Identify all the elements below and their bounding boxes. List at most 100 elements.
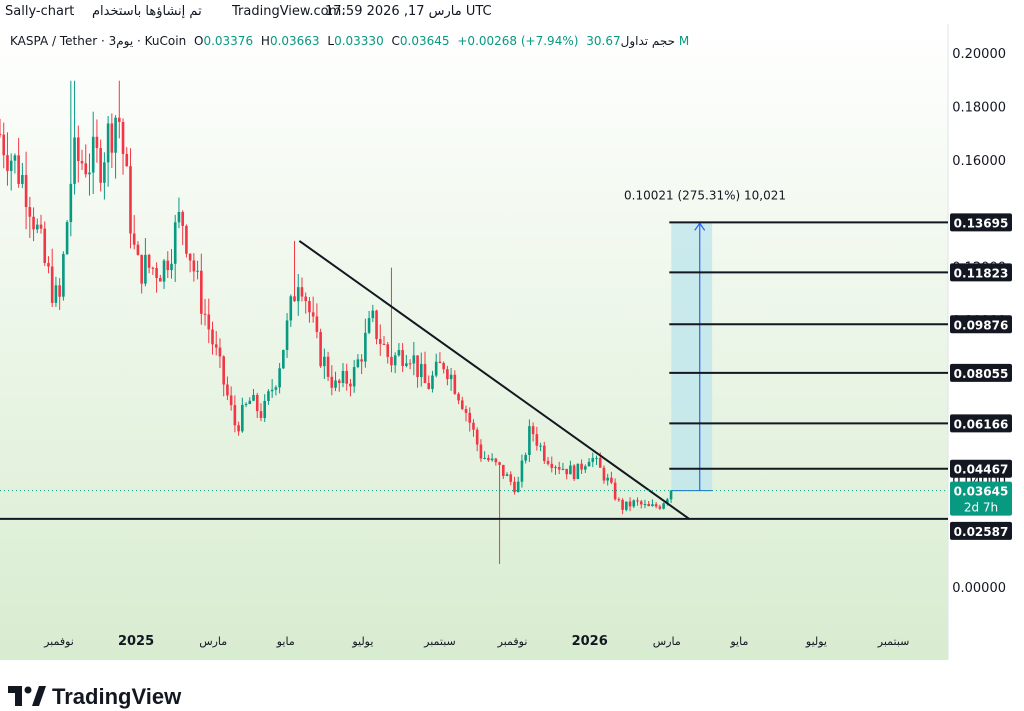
candle-body [419, 363, 423, 378]
candle-body [185, 225, 188, 254]
candle-body [375, 310, 378, 340]
candle-body [639, 501, 643, 505]
candle-body [255, 394, 259, 412]
candle-body [602, 467, 606, 481]
candle-body [658, 506, 662, 509]
candle-body [651, 504, 654, 507]
x-tick-label: مارس [199, 635, 227, 648]
candle-body [233, 405, 237, 426]
measure-label: 0.10021 (275.31%) 10,021 [624, 188, 786, 202]
candle-body [54, 285, 58, 303]
candle-body [401, 350, 404, 366]
candle-body [282, 349, 285, 369]
candle-body [263, 400, 267, 419]
candle-body [173, 222, 177, 264]
chart-canvas[interactable]: 0.10021 (275.31%) 10,021 0.20000 0.18000 0… [0, 24, 1024, 660]
x-tick-label: يوليو [805, 635, 827, 648]
candle-body [438, 361, 442, 364]
tradingview-logo-icon[interactable] [8, 686, 46, 706]
measure-box[interactable] [671, 222, 713, 491]
change-value: +0.00268 (+7.94%) [457, 34, 579, 48]
candle-body [457, 393, 460, 401]
candle-body [490, 458, 494, 461]
candle-body [505, 474, 509, 476]
candle-body [117, 117, 121, 122]
candle-body [21, 175, 24, 184]
candle-body [669, 490, 673, 500]
candle-body [285, 320, 289, 350]
candle-body [543, 445, 546, 462]
close-label: C [391, 34, 400, 48]
candle-body [106, 123, 110, 163]
x-tick-label: مايو [729, 635, 748, 648]
candle-body [345, 370, 349, 384]
candle-body [274, 387, 278, 390]
bar-countdown-label: 2d 7h [964, 501, 998, 515]
candle-body [494, 458, 498, 463]
candle-body [341, 370, 345, 384]
symbol-title[interactable]: KASPA / Tether · 3يوم · KuCoin [10, 34, 187, 48]
candle-body [91, 136, 95, 173]
candle-body [140, 254, 143, 284]
candle-body [423, 363, 427, 384]
candle-body [296, 287, 300, 302]
candle-body [207, 314, 211, 330]
candle-body [386, 344, 390, 357]
candle-body [610, 477, 613, 483]
candle-body [334, 380, 337, 388]
candle-body [524, 454, 527, 461]
candle-body [434, 361, 438, 376]
candle-body [6, 155, 9, 171]
candle-body [501, 464, 505, 476]
candle-body [270, 389, 274, 392]
candle-body [80, 161, 84, 164]
footer-brand[interactable]: TradingView [52, 684, 182, 709]
candle-body [311, 312, 315, 317]
drawing-layer: 0.10021 (275.31%) 10,021 [0, 188, 948, 520]
candle-body [136, 244, 140, 255]
candle-body [550, 463, 554, 468]
candle-body [32, 216, 35, 230]
candle-body [35, 224, 39, 230]
y-tick-label: 0.00000 [952, 581, 1006, 596]
candle-body [218, 347, 222, 357]
candle-body [408, 363, 412, 365]
time-axis: نوفمبر 2025 مارس مايو يوليو سبتمبر نوفمبر 2026 م… [43, 634, 909, 649]
candle-body [591, 458, 595, 462]
low-value: 0.03330 [334, 34, 384, 48]
candle-body [360, 359, 363, 362]
candle-body [99, 148, 102, 183]
footer [0, 660, 1024, 711]
target-level-badge [950, 459, 1012, 478]
author-name[interactable]: Sally-chart [5, 4, 75, 19]
candle-body [43, 228, 47, 264]
candle-body [211, 329, 214, 345]
publish-date: مارس 17, 2026 17:59 UTC [325, 4, 492, 19]
candle-body [460, 400, 464, 410]
candle-body [520, 460, 524, 482]
candle-body [17, 155, 20, 184]
site-link[interactable]: TradingView.com، [232, 4, 346, 19]
candle-body [632, 500, 636, 507]
trendline[interactable] [298, 240, 691, 520]
candle-body [416, 355, 419, 378]
candle-body [196, 270, 199, 272]
candle-body [378, 339, 382, 344]
candle-body [509, 474, 513, 482]
low-label: L [327, 34, 335, 48]
candle-body [162, 260, 166, 282]
candle-body [390, 356, 393, 366]
candle-body [557, 467, 561, 470]
target-level-badge [950, 263, 1012, 282]
candle-body [226, 384, 229, 396]
candle-body [464, 409, 468, 413]
candle-body [110, 123, 114, 153]
candle-body [498, 462, 501, 465]
target-level-label: 0.08055 [954, 367, 1009, 381]
support-level-label: 0.02587 [954, 525, 1009, 539]
candle-body [39, 224, 43, 229]
candle-body [535, 434, 539, 446]
candle-body [289, 296, 293, 321]
candle-body [103, 162, 106, 183]
close-value: 0.03645 [399, 34, 450, 48]
